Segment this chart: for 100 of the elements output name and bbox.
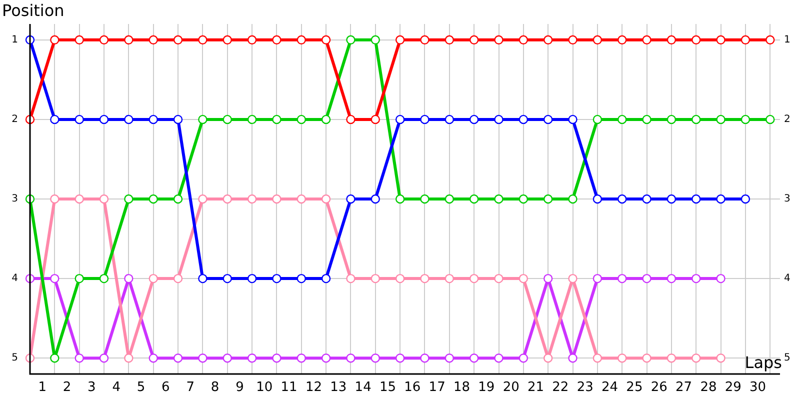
y-tick-label: 5 [12,352,18,364]
point [740,114,750,124]
point [173,353,183,363]
point [124,114,134,124]
point [346,274,356,284]
point [272,114,282,124]
point [642,353,652,363]
point [395,114,405,124]
point [444,194,454,204]
point [666,353,676,363]
point [370,114,380,124]
x-tick-label: 24 [601,380,618,396]
point [296,274,306,284]
x-tick-label: 12 [305,380,322,396]
point [568,274,578,284]
point [568,35,578,45]
point [692,114,701,124]
point [346,353,356,363]
point [148,274,158,284]
x-tick-label: 9 [236,380,244,396]
point [592,114,602,124]
x-tick-label: 15 [379,380,396,396]
y2-tick-label: 4 [784,273,790,284]
point [74,194,84,204]
point [420,35,430,45]
point [198,353,208,363]
point [740,194,750,204]
point [518,194,528,204]
point [469,114,479,124]
point [247,35,257,45]
point [222,194,232,204]
x-tick-label: 16 [404,380,421,396]
point [99,194,109,204]
point [272,35,282,45]
point [346,194,356,204]
point [716,353,726,363]
point [568,114,578,124]
point [50,114,60,124]
x-tick-label: 5 [136,380,146,396]
point [716,35,726,45]
point [692,194,701,204]
point [518,274,528,284]
point [618,35,627,45]
x-tick-label: 18 [453,380,470,396]
point [296,35,306,45]
point [74,353,84,363]
point [99,114,109,124]
point [618,353,627,363]
point [370,35,380,45]
point [494,274,504,284]
point [618,194,627,204]
x-tick-label: 20 [502,380,520,396]
point [444,114,454,124]
point [592,35,602,45]
x-tick-label: 10 [256,380,273,396]
point [99,274,109,284]
point [692,353,701,363]
point [543,353,553,363]
point [173,35,183,45]
point [370,194,380,204]
x-tick-label: 13 [330,380,347,396]
point [692,274,701,284]
point [642,35,652,45]
x-tick-label: 7 [186,380,194,396]
point [592,194,602,204]
x-tick-label: 1 [38,380,46,396]
point [124,274,134,284]
point [222,353,232,363]
point [692,35,701,45]
x-tick-label: 21 [527,380,544,396]
point [272,274,282,284]
point [198,35,208,45]
point [247,194,257,204]
y-tick-label: 4 [12,273,18,284]
point [642,274,652,284]
x-tick-label: 17 [428,380,446,396]
x-tick-label: 4 [112,380,120,396]
point [296,114,306,124]
y-tick-label: 2 [12,114,18,126]
y2-tick-label: 2 [784,114,790,126]
point [321,194,331,204]
point [346,114,356,124]
point [494,35,504,45]
point [469,35,479,45]
point [543,35,553,45]
point [198,274,208,284]
x-tick-label: 2 [62,380,72,396]
point [99,35,109,45]
point [321,35,331,45]
point [740,35,750,45]
y-tick-label: 1 [12,34,18,46]
point [124,353,134,363]
x-tick-label: 30 [750,380,766,396]
point [766,35,775,45]
point [173,114,183,124]
point [272,194,282,204]
point [618,274,627,284]
y2-tick-label: 3 [784,194,790,205]
point [494,114,504,124]
point [222,274,232,284]
